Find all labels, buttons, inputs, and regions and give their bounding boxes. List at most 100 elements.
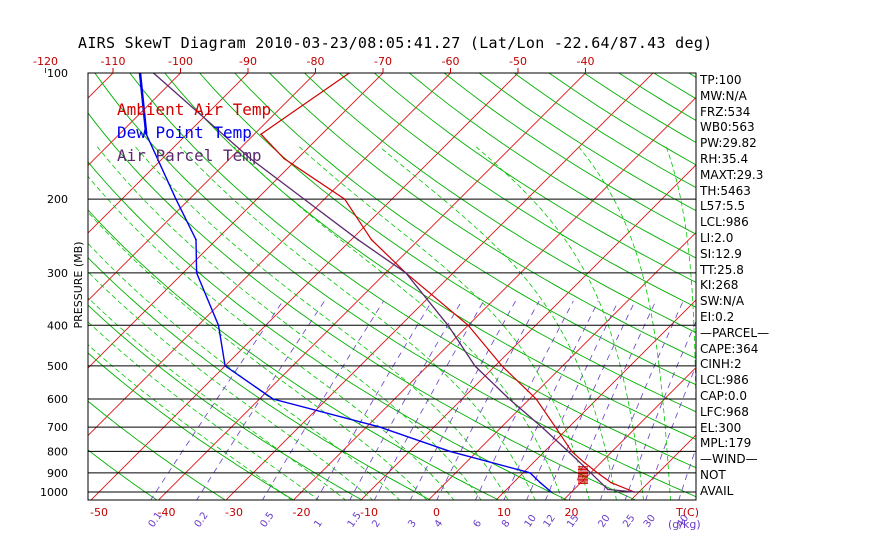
isotherm-line [157,73,587,500]
mixing-ratio-unit: (g/kg) [668,518,701,531]
mixing-ratio-line [349,300,463,500]
stat-item: LI:2.0 [700,231,734,245]
top-temp-tick-label: -110 [101,55,126,68]
dry-adiabat-line [94,73,696,498]
series-point [405,272,407,274]
bottom-temp-tick-label: -10 [360,506,378,519]
pressure-tick-label: 900 [47,467,68,480]
stat-item: CINH:2 [700,357,742,372]
dry-adiabat-line [88,161,569,500]
moist-adiabat-line [578,146,671,500]
dry-adiabat-line [268,73,696,359]
series-point [467,324,470,327]
series-point [195,272,198,274]
series-point [370,238,373,241]
mixing-ratio-line [678,447,696,500]
mixing-ratio-label: 0.2 [193,510,211,529]
series-point [303,198,305,200]
bottom-temp-tick-label: 20 [565,506,579,519]
isotherm-line [360,164,696,500]
series-point [589,472,592,474]
top-temp-tick-label: -120 [33,55,58,68]
pressure-tick-label: 800 [47,445,68,458]
stat-item: —WIND— [700,452,758,467]
series-point [379,426,381,428]
series-point [610,481,612,484]
stat-item: EI:0.2 [700,310,735,324]
stat-item: KI:268 [700,278,739,293]
dry-adiabat-line [88,209,500,500]
pressure-tick-label: 600 [47,393,68,406]
series-point [501,365,503,367]
dry-adiabat-line [373,73,696,283]
mixing-ratio-label: 12 [542,513,558,530]
series-point [175,198,177,200]
series-point [583,461,585,464]
moist-adiabat-line [88,344,293,500]
series-point [554,426,557,428]
moist-adiabat-line [88,175,455,500]
legend-parcel: Air Parcel Temp [117,146,262,165]
pressure-tick-label: 200 [47,193,68,206]
series-point [607,488,609,491]
series-point [550,491,553,493]
mixing-ratio-label: 6 [471,518,484,530]
dry-adiabat-line [443,73,696,235]
stat-item: TP:100 [700,73,742,87]
mixing-ratio-label: 10 [523,513,539,530]
mixing-ratio-label: 2 [370,518,383,530]
stat-item: TH:5463 [700,183,751,198]
series-point [217,324,220,327]
top-temp-tick-label: -50 [509,55,527,68]
stat-item: NOT [700,468,726,482]
dry-adiabat-line [88,449,158,500]
dry-adiabat-line [88,112,637,500]
isotherm-line [88,73,452,437]
pressure-tick-label: 100 [47,67,68,80]
moist-adiabat-line [665,146,696,435]
dry-adiabat-line [88,304,363,500]
stat-item: CAP:0.0 [700,389,747,403]
dry-adiabat-line [88,400,227,500]
series-point [260,133,262,135]
moist-adiabat-line [475,146,644,500]
series-point [449,450,451,453]
isobar-lines [88,72,696,493]
stat-item: MPL:179 [700,436,752,451]
stat-item: —PARCEL— [700,325,770,340]
stat-item: LCL:986 [700,373,749,388]
dry-adiabat-line [338,73,696,308]
stat-item: RH:35.4 [700,152,749,166]
legend-dewpoint: Dew Point Temp [117,123,252,142]
series-point [224,365,226,367]
bottom-temp-unit: T(C) [675,506,699,519]
stat-item: AVAIL [700,483,734,498]
dry-adiabat-line [164,73,696,440]
isotherm-line [225,73,654,500]
stat-item: LCL:986 [700,215,749,230]
stat-item: SW:N/A [700,294,745,309]
mixing-ratio-label: 30 [642,513,658,530]
dry-adiabat-line [408,73,696,259]
dry-adiabat-line [862,54,870,501]
isotherm-line [292,96,696,500]
series-point [567,450,569,453]
bottom-temp-tick-label: -40 [158,506,176,519]
series-point [539,481,542,484]
bottom-temp-tick-label: 10 [497,506,511,519]
mixing-ratio-line [599,300,684,500]
top-temp-tick-label: -80 [307,55,325,68]
mixing-ratio-line [315,300,433,500]
series-point [195,238,197,241]
dry-adiabat-line [199,73,696,413]
moist-adiabat-line [134,146,509,500]
stat-item: MW:N/A [700,88,747,103]
pressure-tick-label: 300 [47,267,68,280]
stat-item: CAPE:364 [700,341,759,356]
stat-item: TT:25.8 [700,262,744,277]
isotherm-line [765,54,870,501]
pressure-tick-label: 400 [47,319,68,332]
stat-item: SI:12.9 [700,246,742,261]
stat-item: EL:300 [700,420,742,435]
dry-adiabat-line [0,54,21,501]
